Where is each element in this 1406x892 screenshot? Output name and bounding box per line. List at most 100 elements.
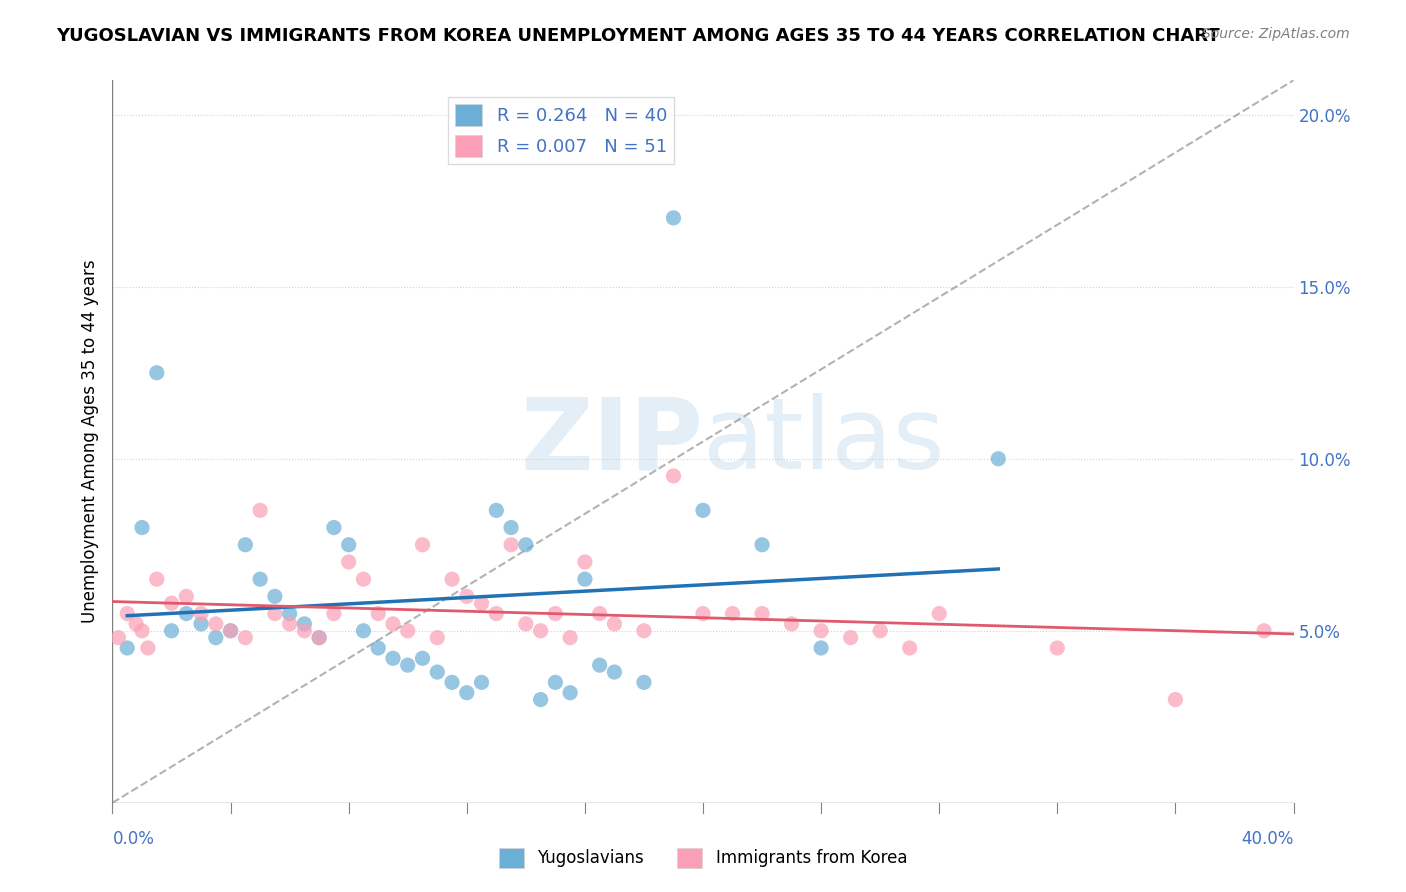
Point <box>249 503 271 517</box>
Point <box>219 624 242 638</box>
Point <box>869 624 891 638</box>
Point <box>501 538 523 552</box>
Point <box>412 651 434 665</box>
Point <box>515 616 537 631</box>
Point <box>751 538 773 552</box>
Text: ZIP: ZIP <box>520 393 703 490</box>
Point <box>470 596 494 610</box>
Text: 0.0%: 0.0% <box>112 830 155 848</box>
Point <box>233 538 256 552</box>
Point <box>470 675 494 690</box>
Point <box>603 665 626 679</box>
Point <box>544 675 567 690</box>
Point <box>456 590 478 604</box>
Point <box>515 538 537 552</box>
Point <box>780 616 803 631</box>
Point <box>382 651 405 665</box>
Point <box>233 631 256 645</box>
Point <box>278 616 301 631</box>
Point <box>278 607 301 621</box>
Point <box>190 607 212 621</box>
Point <box>692 503 714 517</box>
Text: YUGOSLAVIAN VS IMMIGRANTS FROM KOREA UNEMPLOYMENT AMONG AGES 35 TO 44 YEARS CORR: YUGOSLAVIAN VS IMMIGRANTS FROM KOREA UNE… <box>56 27 1220 45</box>
Point <box>721 607 744 621</box>
Point <box>131 520 153 534</box>
Point <box>1253 624 1275 638</box>
Point <box>662 469 685 483</box>
Point <box>633 624 655 638</box>
Point <box>501 520 523 534</box>
Point <box>136 640 159 655</box>
Text: Source: ZipAtlas.com: Source: ZipAtlas.com <box>1202 27 1350 41</box>
Point <box>529 624 551 638</box>
Point <box>323 520 346 534</box>
Point <box>588 607 610 621</box>
Point <box>292 616 315 631</box>
Point <box>125 616 148 631</box>
Text: atlas: atlas <box>703 393 945 490</box>
Point <box>160 596 183 610</box>
Point <box>574 555 596 569</box>
Point <box>544 607 567 621</box>
Point <box>426 665 449 679</box>
Point <box>426 631 449 645</box>
Legend: Yugoslavians, Immigrants from Korea: Yugoslavians, Immigrants from Korea <box>492 841 914 875</box>
Point <box>308 631 330 645</box>
Point <box>308 631 330 645</box>
Point <box>603 616 626 631</box>
Point <box>456 686 478 700</box>
Point <box>898 640 921 655</box>
Point <box>574 572 596 586</box>
Point <box>174 590 197 604</box>
Legend: R = 0.264   N = 40, R = 0.007   N = 51: R = 0.264 N = 40, R = 0.007 N = 51 <box>449 96 675 164</box>
Point <box>107 631 129 645</box>
Point <box>146 572 169 586</box>
Point <box>692 607 714 621</box>
Point <box>146 366 169 380</box>
Point <box>160 624 183 638</box>
Point <box>441 572 464 586</box>
Point <box>205 616 228 631</box>
Point <box>352 572 374 586</box>
Point <box>928 607 950 621</box>
Point <box>219 624 242 638</box>
Point <box>810 640 832 655</box>
Point <box>174 607 197 621</box>
Point <box>352 624 374 638</box>
Point <box>367 607 389 621</box>
Point <box>485 503 508 517</box>
Point <box>588 658 610 673</box>
Point <box>323 607 346 621</box>
Point <box>117 607 138 621</box>
Point <box>633 675 655 690</box>
Point <box>1164 692 1187 706</box>
Point <box>560 631 582 645</box>
Point <box>810 624 832 638</box>
Point <box>367 640 389 655</box>
Point <box>560 686 582 700</box>
Y-axis label: Unemployment Among Ages 35 to 44 years: Unemployment Among Ages 35 to 44 years <box>80 260 98 624</box>
Point <box>987 451 1010 466</box>
Point <box>396 624 419 638</box>
Point <box>190 616 212 631</box>
Point <box>441 675 464 690</box>
Point <box>839 631 862 645</box>
Point <box>662 211 685 225</box>
Point <box>485 607 508 621</box>
Point <box>396 658 419 673</box>
Point <box>249 572 271 586</box>
Point <box>264 590 287 604</box>
Point <box>117 640 138 655</box>
Point <box>337 538 360 552</box>
Point <box>1046 640 1069 655</box>
Text: 40.0%: 40.0% <box>1241 830 1294 848</box>
Point <box>337 555 360 569</box>
Point <box>205 631 228 645</box>
Point <box>131 624 153 638</box>
Point <box>292 624 315 638</box>
Point <box>751 607 773 621</box>
Point <box>382 616 405 631</box>
Point <box>264 607 287 621</box>
Point <box>412 538 434 552</box>
Point <box>529 692 551 706</box>
